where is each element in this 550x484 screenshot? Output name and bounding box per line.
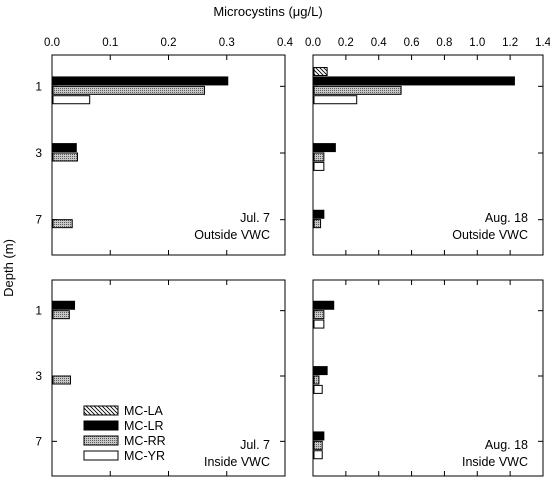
bar-mc-rr-depth-3	[313, 152, 325, 162]
x-tick-label: 0.4	[277, 37, 294, 49]
bar-mc-lr-depth-3	[52, 143, 77, 153]
legend-swatch	[83, 435, 119, 446]
x-tick-label: 1.0	[469, 37, 485, 49]
legend-swatch	[83, 405, 119, 416]
bar-mc-lr-depth-7	[313, 209, 325, 219]
bar-mc-rr-depth-7	[313, 219, 322, 229]
x-tick-label: 0.1	[102, 37, 118, 49]
y-tick-label: 7	[35, 213, 42, 227]
bar-mc-lr-depth-1	[313, 300, 335, 310]
plot-frame	[312, 279, 544, 477]
legend-swatch	[83, 420, 119, 431]
bar-mc-lr-depth-7	[313, 431, 325, 441]
x-tick-label: 0.2	[161, 37, 177, 49]
panel-annotation: Outside VWC	[452, 228, 528, 242]
legend-label: MC-RR	[124, 434, 166, 448]
panel-annotation: Aug. 18	[485, 211, 528, 225]
panel-annotation: Jul. 7	[240, 438, 270, 452]
x-tick-label: 1.4	[535, 37, 550, 49]
bar-mc-yr-depth-1	[313, 95, 358, 105]
bar-mc-yr-depth-3	[313, 384, 323, 394]
bar-mc-la-depth-1	[313, 67, 328, 77]
panel-annotation: Outside VWC	[194, 228, 270, 242]
y-tick-label: 3	[35, 146, 42, 160]
panel-annotation: Inside VWC	[204, 455, 270, 469]
x-tick-label: 0.4	[371, 37, 388, 49]
legend-label: MC-YR	[124, 449, 165, 463]
bar-mc-lr-depth-3	[313, 143, 336, 153]
bar-mc-rr-depth-7	[313, 440, 323, 450]
y-tick-label: 7	[35, 434, 42, 448]
legend-label: MC-LR	[124, 419, 164, 433]
panel-bottom-right: Aug. 18 Inside VWC	[312, 279, 544, 477]
bar-mc-yr-depth-7	[313, 450, 323, 460]
bar-mc-lr-depth-1	[52, 300, 76, 310]
x-tick-label: 0.8	[436, 37, 452, 49]
bar-mc-rr-depth-1	[313, 85, 402, 95]
x-tick-label: 0.2	[338, 37, 354, 49]
x-tick-label: 1.2	[502, 37, 518, 49]
y-tick-label: 1	[35, 304, 42, 318]
plot-frame	[312, 54, 544, 256]
bar-mc-lr-depth-3	[313, 366, 328, 376]
bar-mc-yr-depth-3	[313, 161, 325, 171]
bar-mc-rr-depth-3	[52, 152, 78, 162]
y-axis-title: Depth (m)	[1, 239, 16, 297]
bar-mc-rr-depth-1	[313, 310, 325, 320]
x-tick-label: 0.6	[404, 37, 420, 49]
x-tick-label: 0.0	[305, 37, 321, 49]
legend-label: MC-LA	[124, 404, 164, 418]
top-axis-title: Microcystins (μg/L)	[213, 4, 322, 19]
bar-mc-rr-depth-7	[52, 219, 73, 229]
panel-top-right: 0.0 0.2 0.4 0.6 0.8 1.0 1.2 1.4 Aug. 18 Outside V…	[305, 37, 550, 256]
bar-mc-rr-depth-3	[52, 375, 71, 385]
bar-mc-rr-depth-1	[52, 85, 205, 95]
bar-mc-rr-depth-1	[52, 310, 70, 320]
panel-annotation: Inside VWC	[462, 455, 528, 469]
panel-annotation: Aug. 18	[485, 438, 528, 452]
y-tick-label: 1	[35, 79, 42, 93]
x-tick-label: 0.3	[219, 37, 235, 49]
bar-mc-rr-depth-3	[313, 375, 320, 385]
panel-bottom-left: 1 3 7 Jul. 7 Inside VWC	[35, 279, 286, 477]
bar-mc-lr-depth-1	[313, 76, 515, 86]
bar-mc-lr-depth-1	[52, 76, 229, 86]
bar-mc-yr-depth-1	[52, 95, 91, 105]
y-tick-label: 3	[35, 369, 42, 383]
panel-annotation: Jul. 7	[240, 211, 270, 225]
bar-mc-yr-depth-1	[313, 319, 325, 329]
legend-swatch	[83, 450, 119, 461]
panel-top-left: 0.0 0.1 0.2 0.3 0.4 1 3 7 Jul. 7 Outside VWC	[35, 37, 294, 256]
x-tick-label: 0.0	[44, 37, 60, 49]
